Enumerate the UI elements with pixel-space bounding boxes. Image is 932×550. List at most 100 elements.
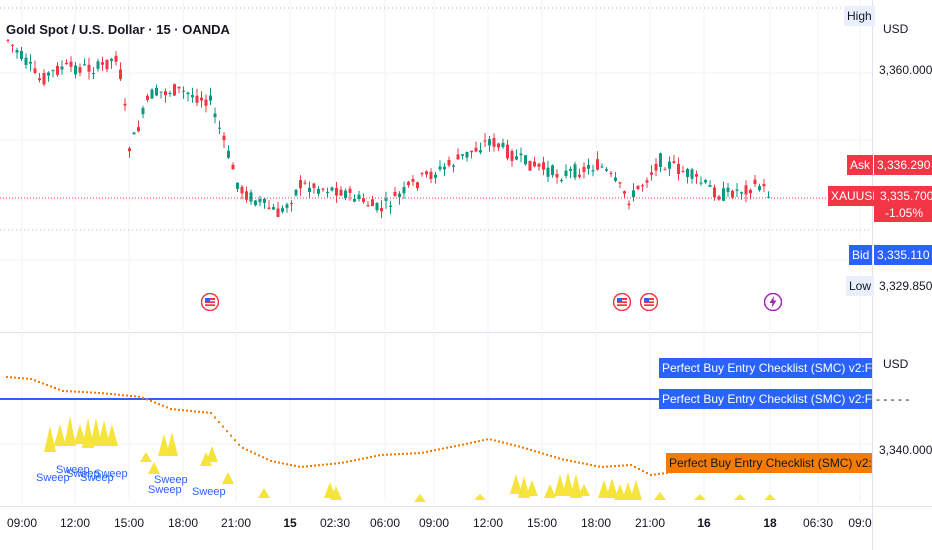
ob-dot (10, 376, 12, 379)
time-tick: 09:00 (6, 516, 38, 530)
ob-dot (162, 404, 164, 407)
candle (510, 151, 514, 161)
candle (699, 182, 703, 184)
symbol-label: XAUUSD (828, 186, 885, 206)
sweep-label: Sweep (80, 472, 114, 484)
signal-triangle (98, 420, 110, 446)
candle (56, 65, 59, 75)
ob-dot (370, 456, 372, 458)
ob-dot (118, 393, 120, 396)
sweep-label: Sweep (148, 484, 182, 496)
candle (60, 66, 64, 70)
candle (708, 185, 712, 187)
currency-button[interactable]: USD (883, 22, 909, 36)
ob-dot (358, 458, 360, 461)
ob-dot (214, 416, 216, 419)
candle (650, 172, 653, 175)
signal-triangle (622, 482, 634, 500)
candle (177, 86, 181, 89)
signal-triangle (158, 434, 170, 456)
ob-dot (470, 441, 472, 444)
lightning-icon[interactable] (763, 292, 783, 312)
candle (560, 180, 563, 182)
candle (330, 187, 334, 191)
us-flag-icon[interactable] (639, 292, 659, 312)
time-tick: 21:00 (220, 516, 252, 530)
candle (663, 169, 667, 171)
candle (470, 150, 473, 153)
candle (731, 190, 734, 198)
candle (429, 171, 433, 179)
signal-triangle (330, 486, 342, 500)
candle (114, 55, 118, 62)
candle (87, 64, 91, 72)
ob-dot (174, 408, 176, 411)
currency-button[interactable]: USD (883, 357, 909, 371)
symbol-title[interactable]: Gold Spot / U.S. Dollar · 15 · OANDA (6, 22, 230, 37)
ob-dot (278, 461, 280, 464)
fvg-high-label[interactable]: Perfect Buy Entry Checklist (SMC) v2:FVG… (659, 389, 921, 409)
ob-dot (486, 438, 488, 441)
candle (726, 187, 730, 192)
ob-dot (442, 447, 444, 450)
candle (6, 39, 10, 41)
candle (267, 207, 271, 209)
candle (132, 132, 136, 135)
time-tick: 21:00 (634, 516, 666, 530)
bull-ob-label[interactable]: Perfect Buy Entry Checklist (SMC) v2:Bul… (666, 453, 916, 473)
candle (542, 162, 545, 170)
candle (245, 191, 248, 200)
candle (587, 165, 590, 169)
signal-triangle (598, 480, 610, 498)
candle (83, 64, 86, 66)
price-scale[interactable]: USD 3,360.000 USD 3,340.000 (872, 0, 932, 550)
ob-dot (478, 440, 480, 443)
candle (231, 164, 235, 170)
ob-dot (18, 377, 20, 379)
pane-separator[interactable] (0, 332, 932, 333)
ob-dot (354, 459, 356, 462)
ob-dot (110, 393, 112, 395)
time-tick: 12:00 (472, 516, 504, 530)
candle (249, 192, 253, 202)
ob-dot (418, 452, 420, 455)
candle (159, 91, 163, 93)
candle (146, 95, 149, 100)
signal-triangle (562, 472, 574, 496)
time-tick: 18:00 (580, 516, 612, 530)
candle (672, 161, 676, 163)
ob-dot (14, 376, 16, 379)
sweep-label: Sweep (56, 464, 90, 476)
ob-dot (322, 463, 324, 466)
candle (272, 207, 275, 210)
main-price-chart[interactable] (0, 0, 872, 330)
indicator-pane[interactable] (0, 334, 872, 502)
us-flag-icon[interactable] (612, 292, 632, 312)
ob-dot (394, 453, 396, 456)
candle (344, 190, 347, 199)
ob-dot (94, 391, 96, 394)
candle (681, 171, 685, 173)
last-price-box (874, 186, 932, 222)
signal-triangle (222, 472, 234, 484)
us-flag-icon[interactable] (200, 292, 220, 312)
candle (299, 179, 302, 189)
ob-dot (450, 446, 452, 448)
ask-label: Ask (847, 155, 874, 175)
candle (168, 92, 172, 95)
candle (704, 180, 707, 183)
candle (362, 198, 365, 203)
candle (564, 170, 568, 176)
ob-dot (562, 458, 564, 461)
low-price: 3,329.850 (879, 279, 932, 293)
candle (164, 91, 167, 96)
ob-dot (378, 454, 380, 457)
candle (420, 173, 424, 175)
candle (636, 185, 640, 190)
candle (573, 164, 577, 178)
signal-triangle (106, 424, 118, 446)
fvg-low-label[interactable]: Perfect Buy Entry Checklist (SMC) v2:FVG… (659, 358, 918, 378)
ob-dot (338, 462, 340, 465)
ob-dot (318, 464, 320, 467)
